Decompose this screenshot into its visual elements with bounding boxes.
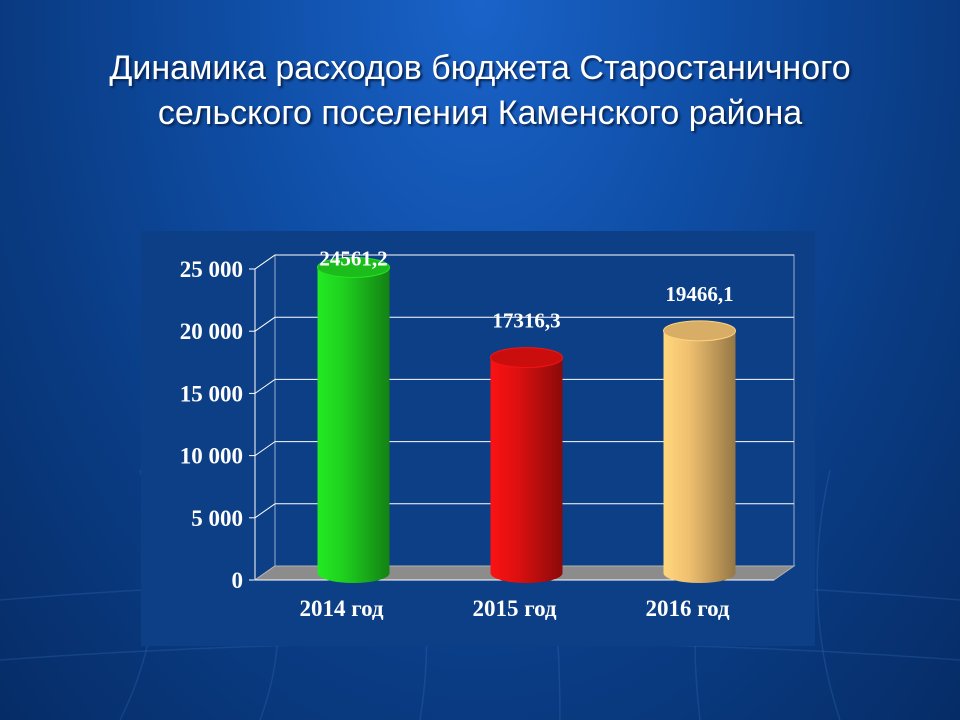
bar-cylinder-body: [490, 357, 563, 583]
data-label: 17316,3: [492, 309, 560, 333]
x-axis-categories: 2014 год 2015 год 2016 год: [299, 596, 729, 621]
gridline-side: [254, 316, 276, 332]
x-category-label: 2015 год: [472, 596, 556, 621]
bar-cylinder-body: [663, 330, 736, 583]
data-labels: 24561,2 17316,3 19466,1: [319, 246, 733, 332]
bar-1: [317, 256, 390, 583]
y-tick-label: 20 000: [180, 319, 243, 344]
slide-title: Динамика расходов бюджета Староcтаничног…: [0, 46, 960, 136]
x-category-label: 2016 год: [645, 596, 729, 621]
bar-3: [663, 320, 736, 583]
y-axis-ticks: 0 5 000 10 000 15 000 20 000 25 000: [180, 257, 243, 593]
bar-cylinder-top: [663, 320, 736, 342]
data-label: 19466,1: [665, 282, 733, 306]
bar-cylinder-top: [317, 256, 390, 278]
gridline-side: [254, 503, 276, 519]
gridline-side: [254, 378, 276, 394]
slide-title-line1: Динамика расходов бюджета Староcтаничног…: [109, 49, 851, 87]
y-tick-label: 0: [232, 568, 244, 593]
bar-2: [490, 347, 563, 583]
bar-cylinder-body: [317, 267, 390, 583]
bar-cylinder-top: [490, 347, 563, 369]
gridline-side: [254, 441, 276, 457]
gridline-side: [254, 254, 276, 270]
chart-bars: [317, 256, 736, 583]
y-tick-label: 10 000: [180, 444, 243, 469]
y-tick-label: 15 000: [180, 381, 243, 406]
x-category-label: 2014 год: [299, 596, 383, 621]
y-tick-label: 5 000: [191, 506, 243, 531]
chart-side-wall: [254, 254, 276, 581]
slide-title-line2: сельского поселения Каменского района: [157, 94, 803, 132]
y-tick-label: 25 000: [180, 257, 243, 282]
data-label: 24561,2: [319, 246, 387, 270]
